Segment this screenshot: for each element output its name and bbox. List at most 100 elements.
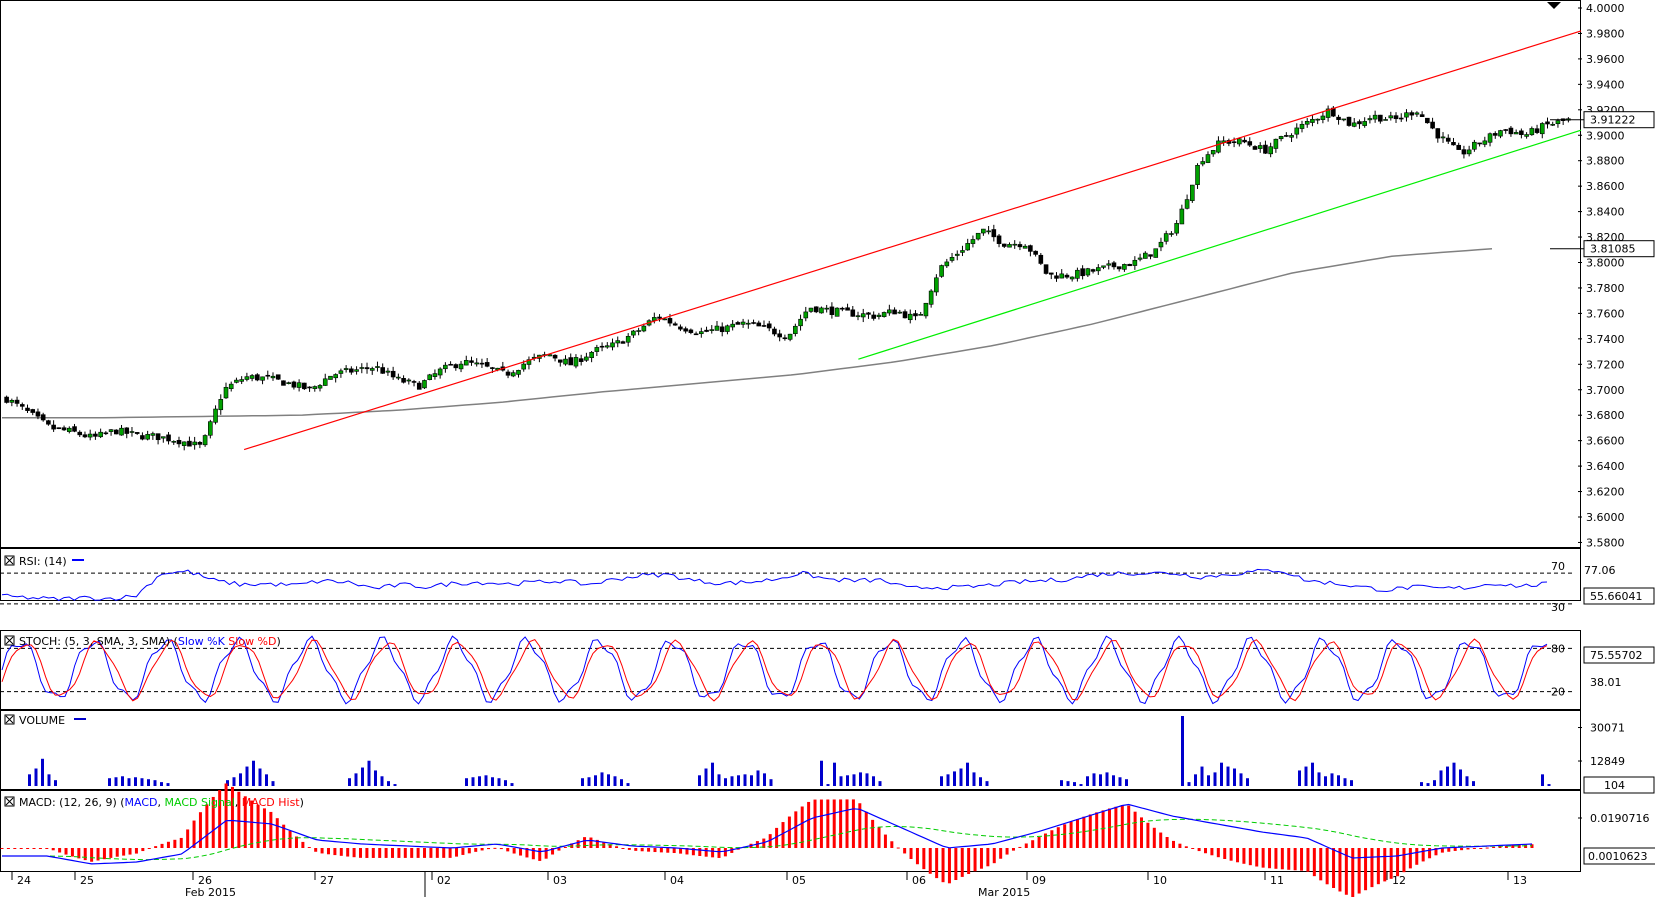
candle-body (1404, 112, 1409, 118)
price-axis-label: 3.8400 (1586, 206, 1625, 219)
volume-bar (387, 781, 390, 786)
macd-hist-bar (1255, 848, 1259, 867)
rsi-legend[interactable]: RSI: (14) (4, 555, 84, 568)
candle-body (1080, 268, 1085, 277)
macd-hist-bar (1319, 848, 1323, 881)
volume-bar (763, 773, 766, 786)
macd-hist-bar (141, 848, 145, 852)
volume-bar (1459, 769, 1462, 786)
macd-hist-bar (960, 848, 964, 877)
macd-hist-bar (659, 848, 663, 853)
candle-body (991, 229, 997, 238)
macd-hist-bar (672, 848, 676, 854)
candle-body (458, 363, 464, 370)
candle-body (709, 329, 715, 331)
candle-body (1508, 127, 1514, 135)
candle-body (98, 431, 103, 438)
candle-body (1378, 114, 1383, 122)
volume-bar (730, 776, 734, 786)
rsi-close-x-icon (5, 556, 14, 565)
candle-body (761, 325, 767, 327)
rsi-level-label: 70 (1551, 560, 1565, 573)
volume-bar (1433, 780, 1436, 786)
candle-body (808, 307, 814, 312)
time-axis-day-label: 03 (553, 874, 567, 887)
price-axis-label: 3.6000 (1586, 511, 1625, 524)
candle-body (871, 314, 876, 319)
volume-bar (1465, 776, 1469, 786)
macd-legend[interactable]: MACD: (12, 26, 9) (MACD, MACD Signal, MA… (4, 796, 304, 809)
macd-hist-bar (45, 848, 49, 849)
macd-hist-bar (51, 848, 55, 851)
macd-hist-bar (128, 848, 132, 855)
volume-bar (1304, 766, 1308, 786)
candle-body (385, 370, 391, 373)
candle-body (166, 434, 171, 442)
candle-body (1012, 243, 1018, 246)
candle-body (40, 414, 46, 421)
candle-body (448, 363, 453, 366)
price-axis-label: 3.6200 (1586, 486, 1625, 499)
candle-body (140, 435, 145, 440)
volume-bar (607, 774, 610, 786)
candle-body (307, 386, 312, 389)
candle-body (281, 380, 286, 386)
volume-bar (1220, 762, 1223, 786)
candle-body (1184, 199, 1190, 209)
macd-hist-bar (1364, 848, 1368, 891)
macd-hist-bar (1415, 848, 1419, 865)
macd-hist-bar (1517, 845, 1521, 848)
candle-body (631, 330, 636, 336)
candle-body (1205, 154, 1211, 163)
candle-body (437, 368, 443, 376)
macd-hist-bar (211, 796, 215, 848)
macd-hist-bar (858, 803, 862, 848)
stoch-legend[interactable]: STOCH: (5, 3, SMA, 3, SMA) (Slow %K Slow… (4, 635, 281, 648)
macd-hist-bar (691, 848, 695, 856)
rsi-panel-frame (0, 548, 1581, 601)
volume-bar (510, 783, 514, 786)
price-axis-label: 3.9800 (1586, 27, 1625, 40)
volume-bar (1324, 776, 1327, 786)
candle-body (1028, 245, 1033, 252)
candle-body (1054, 275, 1059, 279)
macd-hist-bar (1293, 848, 1297, 871)
macd-hist-bar (1376, 848, 1380, 885)
candle-body (1127, 263, 1132, 267)
macd-hist-bar (435, 848, 439, 858)
macd-hist-bar (90, 848, 94, 862)
candle-body (881, 312, 887, 317)
macd-hist-bar (77, 848, 81, 859)
macd-hist-bar (294, 836, 298, 848)
macd-hist-bar (365, 848, 369, 858)
volume-legend[interactable]: VOLUME (4, 714, 86, 727)
macd-hist-bar (922, 848, 926, 870)
volume-bar (1181, 716, 1184, 786)
candle-body (1048, 272, 1054, 275)
candle-body (876, 314, 882, 317)
macd-value-label: 0.0010623 (1588, 850, 1648, 863)
moving-average-line (2, 247, 1493, 419)
candle-body (82, 434, 88, 438)
volume-bar (127, 778, 131, 786)
candle-body (1169, 233, 1174, 235)
candle-body (150, 433, 156, 436)
macd-hist-bar (134, 848, 138, 854)
volume-bar (34, 768, 38, 786)
macd-hist-bar (275, 818, 279, 848)
candle-body (563, 358, 568, 365)
macd-hist-bar (1268, 848, 1272, 869)
volume-axis-label: 30071 (1590, 722, 1625, 735)
panel-menu-arrow-icon[interactable] (1547, 2, 1561, 9)
stoch-d-label: Slow %D (228, 635, 276, 648)
volume-bar (265, 774, 268, 786)
volume-bar (587, 777, 591, 786)
candle-body (975, 232, 981, 240)
macd-hist-bar (1479, 848, 1483, 849)
macd-hist-bar (64, 848, 68, 855)
volume-bar (839, 776, 843, 786)
macd-hist-bar (730, 848, 734, 853)
candle-body (463, 360, 469, 366)
candle-body (1445, 137, 1451, 142)
